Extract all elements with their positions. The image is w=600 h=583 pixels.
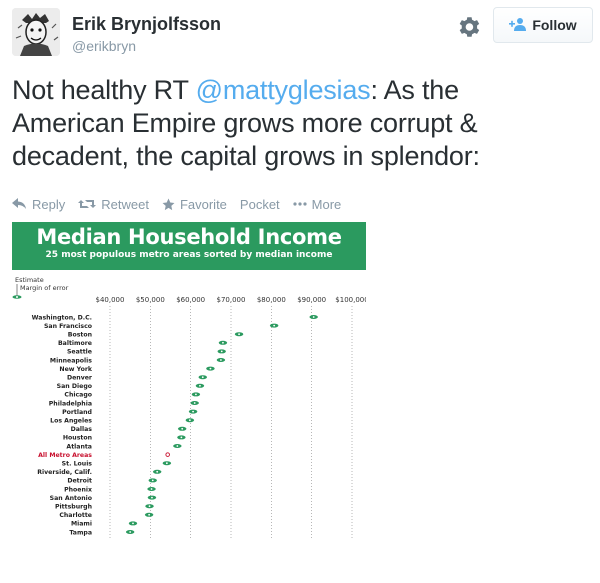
category-label-25: Tampa [69, 529, 92, 536]
data-point-center-21 [151, 496, 153, 499]
more-button[interactable]: More [293, 196, 342, 212]
tweet-text-after: : As the American Empire grows more corr… [12, 75, 480, 171]
category-label-9: Chicago [64, 392, 92, 399]
category-label-20: Phoenix [64, 486, 92, 493]
data-point-center-20 [150, 488, 153, 490]
follow-button[interactable]: Follow [493, 7, 593, 43]
tweet-actions: Reply Retweet Favorite Pocket More [12, 196, 354, 212]
data-point-center-3 [222, 341, 224, 344]
add-person-icon [509, 17, 527, 34]
category-label-23: Charlotte [59, 512, 92, 519]
data-point-center-12 [188, 419, 191, 422]
category-label-0: Washington, D.C. [32, 314, 92, 321]
x-tick-label-5: $90,000 [297, 296, 326, 304]
data-point-center-6 [209, 367, 212, 370]
data-point-center-23 [148, 513, 151, 516]
x-tick-label-2: $60,000 [176, 296, 205, 304]
avatar[interactable] [12, 8, 60, 56]
category-label-1: San Francisco [44, 323, 92, 330]
chart-title: Median Household Income [36, 225, 342, 249]
data-point-center-13 [181, 427, 184, 430]
x-tick-label-6: $100,000 [335, 296, 366, 304]
data-point-center-2 [238, 333, 240, 336]
chart-subtitle: 25 most populous metro areas sorted by m… [45, 250, 333, 260]
data-point-center-8 [199, 384, 201, 387]
category-label-18: Riverside, Calif. [37, 469, 92, 476]
data-point-center-1 [273, 324, 276, 327]
data-point-center-15 [176, 445, 179, 447]
category-label-17: St. Louis [62, 461, 93, 468]
data-point-center-7 [201, 376, 204, 379]
gear-icon[interactable] [456, 14, 482, 40]
reply-button[interactable]: Reply [12, 197, 65, 212]
retweet-button[interactable]: Retweet [78, 197, 149, 212]
category-label-2: Boston [68, 332, 92, 339]
chart-banner: Median Household Income 25 most populous… [12, 222, 366, 270]
data-point-center-19 [151, 479, 154, 482]
data-point-center-17 [165, 462, 168, 465]
data-point-center-10 [193, 402, 196, 404]
retweet-label: Retweet [101, 196, 149, 212]
x-tick-label-0: $40,000 [96, 296, 125, 304]
category-label-5: Minneapolis [50, 357, 92, 364]
tweet-text-before: Not healthy RT [12, 75, 196, 105]
category-label-6: New York [59, 366, 92, 373]
favorite-button[interactable]: Favorite [162, 197, 227, 212]
data-point-center-18 [156, 470, 159, 473]
category-label-16: All Metro Areas [38, 452, 92, 459]
category-label-7: Denver [67, 375, 93, 382]
data-point-center-11 [192, 410, 194, 413]
data-point-center-14 [180, 436, 183, 439]
data-point-center-9 [195, 393, 197, 396]
category-label-11: Portland [62, 409, 92, 416]
data-point-center-5 [220, 359, 222, 361]
attached-chart-image[interactable]: Median Household Income 25 most populous… [12, 222, 366, 568]
ellipsis-icon [293, 202, 307, 206]
data-point-center-25 [129, 531, 132, 533]
data-point-center-24 [132, 522, 134, 525]
x-tick-label-3: $70,000 [217, 296, 246, 304]
pocket-label: Pocket [239, 196, 280, 212]
tweet-header: Erik Brynjolfsson @erikbryn Follow [0, 0, 600, 70]
star-icon [162, 198, 175, 211]
tweet-text: Not healthy RT @mattyglesias: As the Ame… [12, 74, 572, 173]
category-label-10: Philadelphia [49, 400, 92, 407]
legend-estimate-label: Estimate [15, 276, 44, 284]
data-point-center-0 [312, 316, 315, 318]
mention-link[interactable]: @mattyglesias [195, 75, 371, 105]
favorite-label: Favorite [179, 196, 227, 212]
reply-arrow-icon [12, 198, 27, 210]
more-label: More [311, 196, 342, 212]
category-label-8: San Diego [57, 383, 92, 390]
category-label-15: Atlanta [66, 443, 92, 450]
x-tick-label-1: $50,000 [136, 296, 165, 304]
data-point-center-4 [220, 350, 223, 353]
user-handle[interactable]: @erikbryn [72, 38, 137, 54]
follow-label: Follow [532, 17, 577, 33]
category-label-12: Los Angeles [50, 418, 92, 425]
category-label-19: Detroit [67, 478, 92, 485]
category-label-14: Houston [63, 435, 92, 442]
pocket-button[interactable]: Pocket [240, 197, 280, 212]
category-label-3: Baltimore [58, 340, 92, 347]
category-label-24: Miami [71, 521, 92, 528]
x-tick-label-4: $80,000 [257, 296, 286, 304]
retweet-icon [78, 198, 97, 210]
user-name[interactable]: Erik Brynjolfsson [72, 14, 222, 34]
reply-label: Reply [32, 196, 66, 212]
legend-estimate-mark [16, 296, 18, 298]
data-point-16 [165, 452, 170, 457]
category-label-13: Dallas [71, 426, 93, 433]
category-label-21: San Antonio [50, 495, 92, 502]
legend-margin-label: Margin of error [20, 284, 69, 292]
category-label-22: Pittsburgh [55, 504, 92, 511]
category-label-4: Seattle [67, 349, 92, 356]
data-point-center-22 [148, 505, 151, 508]
